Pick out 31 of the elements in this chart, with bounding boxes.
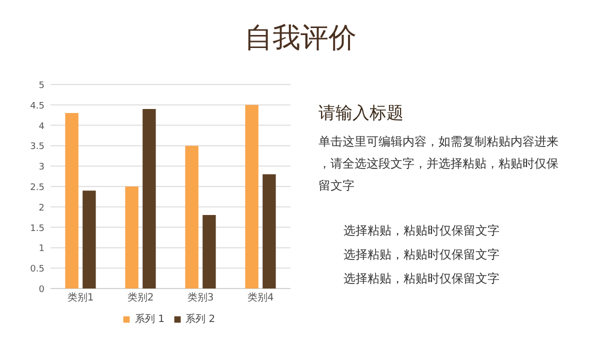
text: 请输入标题 — [318, 104, 404, 124]
y-tick-label: 1.5 — [30, 224, 45, 234]
text: 选择粘贴，粘贴时仅保留文字 — [344, 272, 500, 286]
y-tick-label: 3 — [38, 162, 45, 173]
legend-label: 系列 2 — [186, 312, 216, 326]
x-tick-label: 类别3 — [187, 292, 214, 304]
y-tick-label: 4.5 — [30, 101, 45, 112]
legend-label: 系列 1 — [135, 312, 165, 326]
text: 选择粘贴，粘贴时仅保留文字 — [344, 248, 500, 262]
bar — [262, 174, 276, 288]
bar — [185, 146, 198, 288]
bar — [82, 190, 96, 288]
bar — [65, 113, 78, 288]
bar — [202, 215, 216, 288]
bar — [142, 108, 156, 288]
y-tick-label: 2.5 — [30, 183, 45, 193]
y-tick-label: 2 — [38, 203, 45, 214]
x-tick-label: 类别4 — [247, 292, 274, 304]
bar — [245, 104, 258, 288]
y-tick-label: 5 — [38, 81, 45, 91]
text: 单击这里可编辑内容，如需复制粘贴内容进来，请全选这段文字，并选择粘贴，粘贴时仅保留文字 — [318, 134, 558, 192]
chart-title: 自我评价 — [244, 21, 356, 54]
x-tick-label: 类别1 — [67, 292, 94, 304]
y-tick-label: 0.5 — [30, 264, 45, 275]
bar — [125, 186, 138, 288]
x-tick-label: 类别2 — [127, 292, 154, 304]
y-tick-label: 0 — [38, 285, 45, 295]
y-tick-label: 4 — [38, 122, 45, 132]
y-tick-label: 3.5 — [30, 142, 45, 152]
text: 选择粘贴，粘贴时仅保留文字 — [344, 224, 500, 238]
y-tick-label: 1 — [38, 244, 45, 254]
